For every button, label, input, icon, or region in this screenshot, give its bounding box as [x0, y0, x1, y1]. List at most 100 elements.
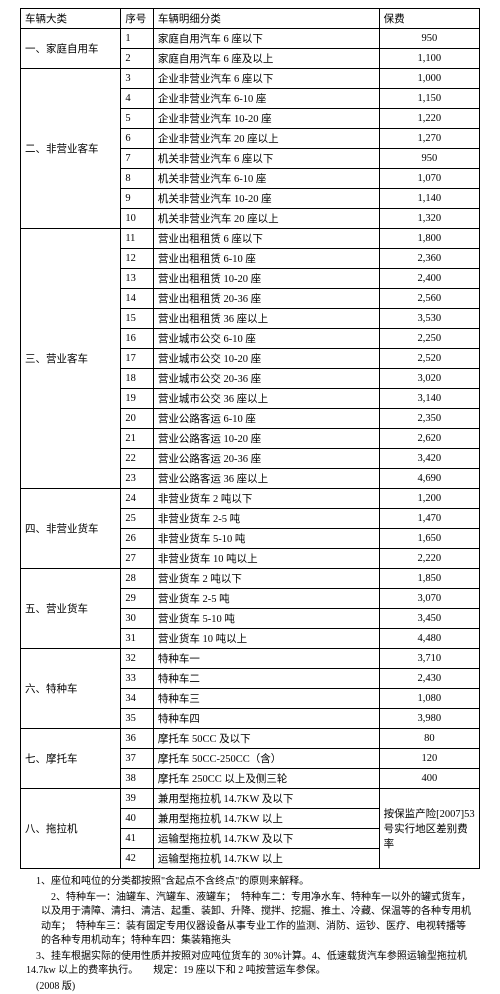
category-cell: 三、营业客车	[21, 229, 121, 489]
seq-cell: 23	[121, 469, 154, 489]
detail-cell: 机关非营业汽车 10-20 座	[153, 189, 379, 209]
seq-cell: 1	[121, 29, 154, 49]
premium-cell: 2,430	[379, 669, 479, 689]
premium-cell: 3,450	[379, 609, 479, 629]
detail-cell: 营业出租租赁 6 座以下	[153, 229, 379, 249]
header-seq: 序号	[121, 9, 154, 29]
table-header: 车辆大类 序号 车辆明细分类 保费	[21, 9, 480, 29]
detail-cell: 特种车一	[153, 649, 379, 669]
seq-cell: 9	[121, 189, 154, 209]
premium-cell: 1,470	[379, 509, 479, 529]
seq-cell: 39	[121, 789, 154, 809]
detail-cell: 营业货车 10 吨以上	[153, 629, 379, 649]
seq-cell: 26	[121, 529, 154, 549]
seq-cell: 33	[121, 669, 154, 689]
seq-cell: 4	[121, 89, 154, 109]
detail-cell: 营业出租租赁 10-20 座	[153, 269, 379, 289]
seq-cell: 19	[121, 389, 154, 409]
premium-cell: 2,560	[379, 289, 479, 309]
premium-cell: 3,980	[379, 709, 479, 729]
detail-cell: 营业公路客运 20-36 座	[153, 449, 379, 469]
seq-cell: 30	[121, 609, 154, 629]
seq-cell: 35	[121, 709, 154, 729]
table-body: 一、家庭自用车1家庭自用汽车 6 座以下9502家庭自用汽车 6 座及以上1,1…	[21, 29, 480, 869]
seq-cell: 36	[121, 729, 154, 749]
header-category: 车辆大类	[21, 9, 121, 29]
seq-cell: 27	[121, 549, 154, 569]
seq-cell: 11	[121, 229, 154, 249]
detail-cell: 营业城市公交 10-20 座	[153, 349, 379, 369]
premium-cell: 3,530	[379, 309, 479, 329]
premium-cell: 3,710	[379, 649, 479, 669]
seq-cell: 38	[121, 769, 154, 789]
detail-cell: 营业货车 5-10 吨	[153, 609, 379, 629]
detail-cell: 企业非营业汽车 6-10 座	[153, 89, 379, 109]
detail-cell: 摩托车 250CC 以上及侧三轮	[153, 769, 379, 789]
seq-cell: 18	[121, 369, 154, 389]
seq-cell: 42	[121, 849, 154, 869]
detail-cell: 营业城市公交 20-36 座	[153, 369, 379, 389]
detail-cell: 非营业货车 2 吨以下	[153, 489, 379, 509]
detail-cell: 非营业货车 5-10 吨	[153, 529, 379, 549]
note-4: (2008 版)	[26, 980, 474, 994]
seq-cell: 31	[121, 629, 154, 649]
detail-cell: 营业城市公交 36 座以上	[153, 389, 379, 409]
note-2: 2、特种车一：油罐车、汽罐车、液罐车； 特种车二：专用净水车、特种车一以外的罐式…	[26, 891, 474, 949]
premium-cell: 1,150	[379, 89, 479, 109]
premium-cell: 3,420	[379, 449, 479, 469]
seq-cell: 32	[121, 649, 154, 669]
premium-cell: 4,480	[379, 629, 479, 649]
table-row: 八、拖拉机39兼用型拖拉机 14.7KW 及以下按保监产险[2007]53 号实…	[21, 789, 480, 809]
detail-cell: 营业出租租赁 20-36 座	[153, 289, 379, 309]
detail-cell: 摩托车 50CC-250CC（含）	[153, 749, 379, 769]
premium-cell: 950	[379, 149, 479, 169]
seq-cell: 16	[121, 329, 154, 349]
premium-cell: 2,220	[379, 549, 479, 569]
detail-cell: 营业公路客运 6-10 座	[153, 409, 379, 429]
premium-cell: 1,000	[379, 69, 479, 89]
premium-cell: 2,360	[379, 249, 479, 269]
seq-cell: 7	[121, 149, 154, 169]
category-cell: 二、非营业客车	[21, 69, 121, 229]
table-row: 六、特种车32特种车一3,710	[21, 649, 480, 669]
table-row: 二、非营业客车3企业非营业汽车 6 座以下1,000	[21, 69, 480, 89]
detail-cell: 营业公路客运 10-20 座	[153, 429, 379, 449]
seq-cell: 29	[121, 589, 154, 609]
premium-cell: 1,070	[379, 169, 479, 189]
seq-cell: 24	[121, 489, 154, 509]
category-cell: 七、摩托车	[21, 729, 121, 789]
detail-cell: 家庭自用汽车 6 座以下	[153, 29, 379, 49]
detail-cell: 营业出租租赁 6-10 座	[153, 249, 379, 269]
premium-cell: 3,070	[379, 589, 479, 609]
premium-cell: 1,800	[379, 229, 479, 249]
detail-cell: 运输型拖拉机 14.7KW 及以下	[153, 829, 379, 849]
detail-cell: 特种车二	[153, 669, 379, 689]
detail-cell: 非营业货车 10 吨以上	[153, 549, 379, 569]
premium-cell: 1,320	[379, 209, 479, 229]
premium-cell: 1,140	[379, 189, 479, 209]
seq-cell: 37	[121, 749, 154, 769]
detail-cell: 家庭自用汽车 6 座及以上	[153, 49, 379, 69]
seq-cell: 2	[121, 49, 154, 69]
table-row: 四、非营业货车24非营业货车 2 吨以下1,200	[21, 489, 480, 509]
premium-cell: 2,400	[379, 269, 479, 289]
seq-cell: 28	[121, 569, 154, 589]
seq-cell: 40	[121, 809, 154, 829]
detail-cell: 非营业货车 2-5 吨	[153, 509, 379, 529]
table-row: 五、营业货车28营业货车 2 吨以下1,850	[21, 569, 480, 589]
seq-cell: 41	[121, 829, 154, 849]
detail-cell: 机关非营业汽车 6-10 座	[153, 169, 379, 189]
seq-cell: 3	[121, 69, 154, 89]
premium-cell: 1,850	[379, 569, 479, 589]
notes-section: 1、座位和吨位的分类都按照"含起点不含终点"的原则来解释。 2、特种车一：油罐车…	[20, 875, 480, 994]
category-cell: 六、特种车	[21, 649, 121, 729]
detail-cell: 机关非营业汽车 20 座以上	[153, 209, 379, 229]
detail-cell: 营业货车 2-5 吨	[153, 589, 379, 609]
premium-cell: 1,080	[379, 689, 479, 709]
note-1: 1、座位和吨位的分类都按照"含起点不含终点"的原则来解释。	[26, 875, 474, 890]
detail-cell: 营业公路客运 36 座以上	[153, 469, 379, 489]
seq-cell: 12	[121, 249, 154, 269]
detail-cell: 特种车三	[153, 689, 379, 709]
premium-cell: 400	[379, 769, 479, 789]
premium-cell: 1,200	[379, 489, 479, 509]
